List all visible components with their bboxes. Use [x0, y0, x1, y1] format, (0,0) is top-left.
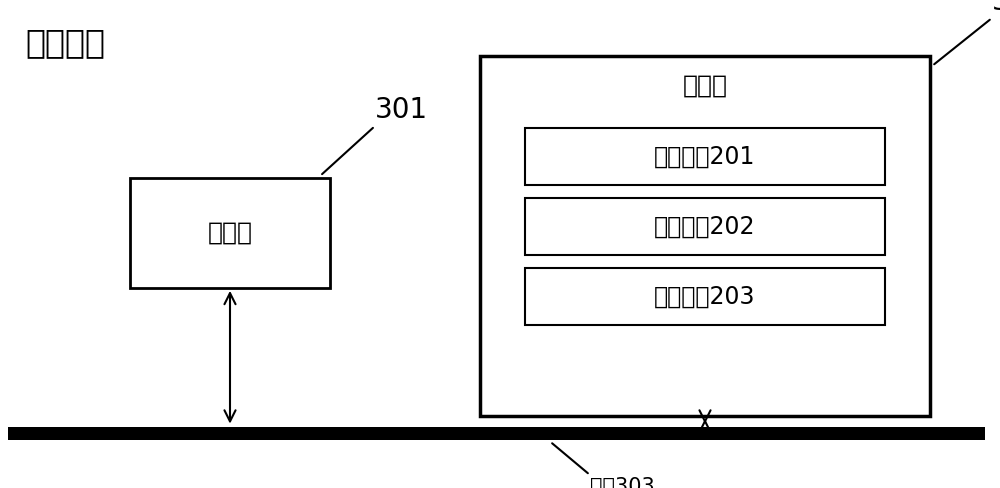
Text: 生成模块203: 生成模块203: [654, 285, 756, 308]
Text: 302: 302: [992, 0, 1000, 16]
Text: 电子设备: 电子设备: [25, 26, 105, 59]
Bar: [525, 268, 885, 325]
Bar: [130, 178, 330, 288]
Text: 301: 301: [375, 96, 428, 124]
Text: 变异模块202: 变异模块202: [654, 215, 756, 239]
Text: 总线303: 总线303: [590, 477, 655, 488]
Bar: [525, 128, 885, 185]
Bar: [525, 198, 885, 255]
Text: 存储器: 存储器: [682, 74, 728, 98]
Text: 处理器: 处理器: [207, 221, 252, 245]
Bar: [8, 427, 985, 440]
Text: 获取模块201: 获取模块201: [654, 144, 756, 168]
Bar: [480, 56, 930, 416]
